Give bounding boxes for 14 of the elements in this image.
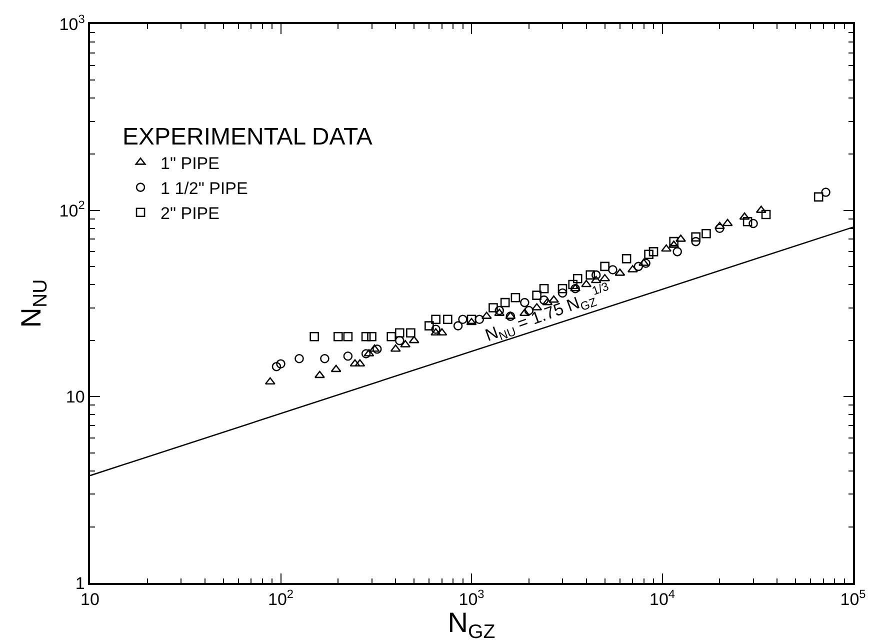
legend-title: EXPERIMENTAL DATA — [122, 124, 372, 151]
x-axis-title: N$_{GZ}$ — [448, 607, 496, 643]
legend-label: 1 1/2" PIPE — [160, 178, 248, 198]
x-tick-label: 10 — [80, 590, 100, 610]
x-tick-label: 10$^{2}$ — [268, 587, 294, 610]
legend-label: 1" PIPE — [160, 154, 220, 173]
y-tick-label: 10$^{2}$ — [59, 198, 86, 220]
y-tick-label: 1 — [75, 574, 85, 593]
x-tick-label: 10$^{3}$ — [458, 587, 485, 610]
y-tick-label: 10$^{3}$ — [59, 12, 86, 34]
y-tick-label: 10 — [66, 388, 85, 407]
x-tick-label: 10$^{4}$ — [649, 587, 676, 610]
legend-label: 2" PIPE — [160, 204, 220, 224]
x-tick-label: 10$^{5}$ — [840, 587, 866, 610]
